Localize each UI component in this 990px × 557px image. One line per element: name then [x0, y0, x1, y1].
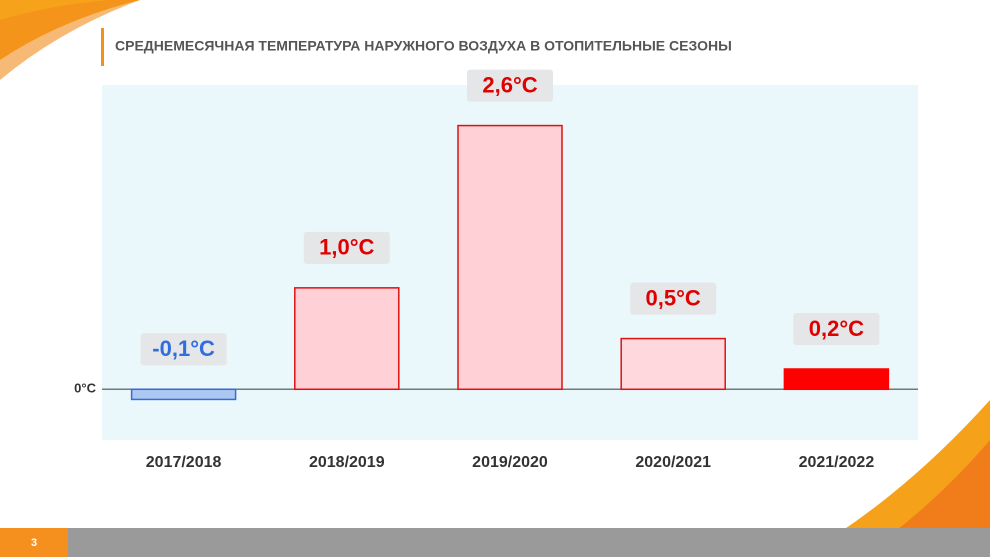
x-tick-label: 2020/2021 — [635, 454, 711, 471]
value-label-box — [793, 313, 880, 345]
value-label: 0,2°C — [809, 316, 864, 341]
title-accent — [101, 28, 104, 66]
y-tick-label: 0°C — [74, 381, 96, 396]
page-number-box — [0, 528, 68, 557]
decor — [860, 440, 990, 557]
value-label: 0,5°C — [646, 285, 701, 310]
value-label: -0,1°C — [152, 336, 215, 361]
x-tick-label: 2019/2020 — [472, 454, 548, 471]
bar — [783, 368, 890, 391]
bar — [620, 337, 726, 391]
value-label-box — [303, 231, 390, 264]
bar — [294, 287, 400, 391]
page-number: 3 — [31, 537, 37, 549]
x-tick-label: 2021/2022 — [799, 454, 875, 471]
x-tick-label: 2017/2018 — [146, 454, 222, 471]
value-label-box — [630, 282, 717, 315]
decor — [0, 0, 140, 80]
value-label-box — [140, 333, 227, 366]
bar — [130, 388, 237, 401]
value-label: 2,6°C — [482, 72, 537, 97]
bar — [457, 124, 563, 391]
footer-bar — [0, 528, 990, 557]
value-label-box — [467, 69, 553, 102]
x-tick-label: 2018/2019 — [309, 454, 385, 471]
chart-title: СРЕДНЕМЕСЯЧНАЯ ТЕМПЕРАТУРА НАРУЖНОГО ВОЗ… — [115, 38, 732, 54]
value-label: 1,0°C — [319, 235, 374, 260]
